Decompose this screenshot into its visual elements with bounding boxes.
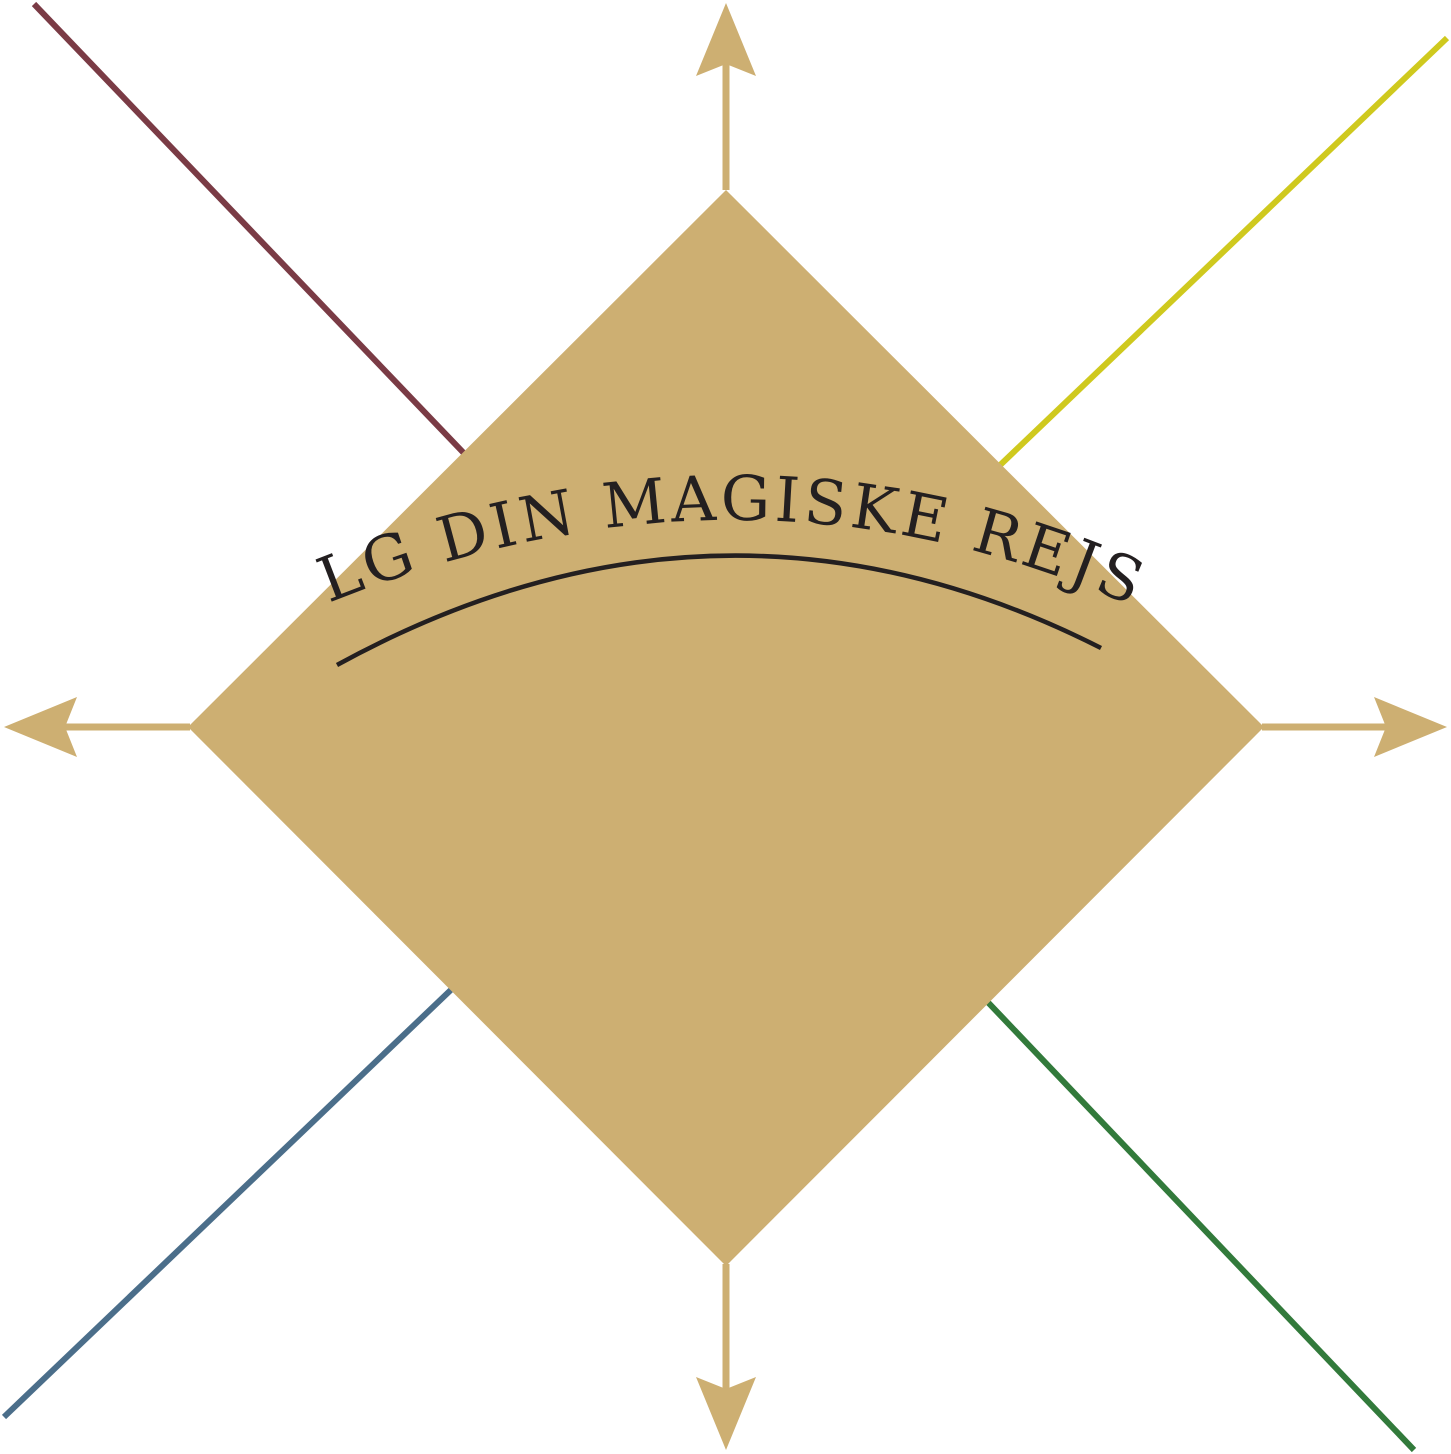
- arrow-up-icon: [696, 3, 756, 190]
- central-diamond: [188, 190, 1264, 1266]
- arrow-left-icon: [4, 697, 190, 757]
- title-underline: [335, 553, 1103, 667]
- arrow-right-icon: [1262, 697, 1447, 757]
- page-title: VÆLG DIN MAGISKE REJSE!: [0, 0, 1158, 621]
- arrow-down-icon: [696, 1264, 756, 1450]
- page-title-text: VÆLG DIN MAGISKE REJSE!: [0, 0, 1154, 621]
